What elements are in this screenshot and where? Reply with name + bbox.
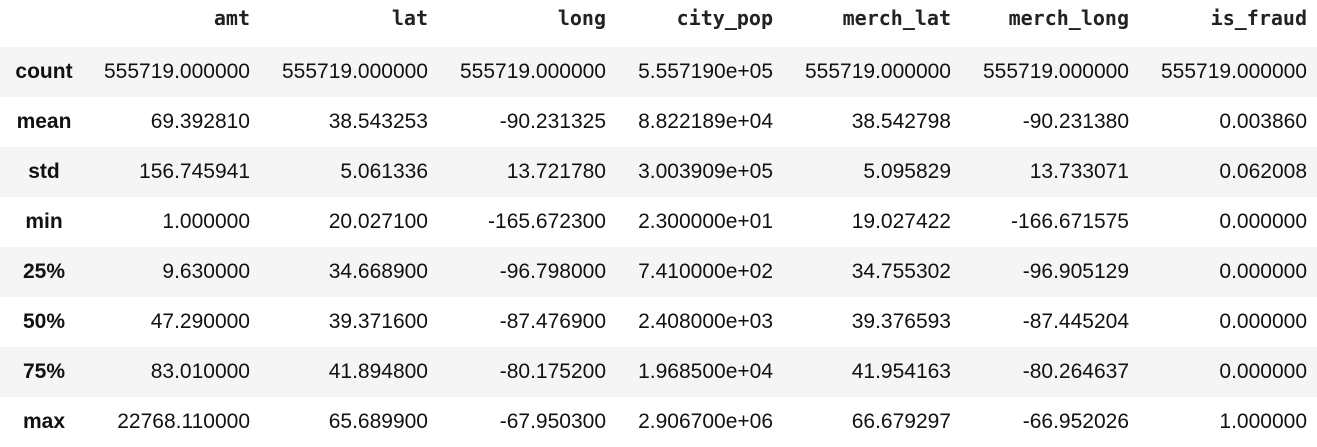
table-row: min 1.000000 20.027100 -165.672300 2.300000e… (0, 197, 1317, 247)
row-label: 75% (22, 360, 66, 383)
cell-long: -80.175200 (499, 360, 606, 383)
cell-amt: 22768.110000 (117, 410, 250, 433)
cell-merch-lat: 39.376593 (851, 310, 951, 333)
cell-long: 13.721780 (506, 160, 606, 183)
column-header-merch-lat: merch_lat (842, 6, 951, 30)
cell-city-pop: 3.003909e+05 (638, 160, 773, 183)
cell-long: -87.476900 (499, 310, 606, 333)
cell-is-fraud: 0.000000 (1219, 260, 1307, 283)
table-row: 25% 9.630000 34.668900 -96.798000 7.410000e+… (0, 247, 1317, 297)
cell-merch-lat: 34.755302 (851, 260, 951, 283)
row-label: min (25, 210, 63, 233)
cell-amt: 9.630000 (162, 260, 250, 283)
table-row: 50% 47.290000 39.371600 -87.476900 2.408000e… (0, 297, 1317, 347)
cell-is-fraud: 555719.000000 (1161, 60, 1307, 83)
cell-is-fraud: 0.062008 (1219, 160, 1307, 183)
index-header (0, 0, 84, 47)
cell-city-pop: 2.906700e+06 (638, 410, 773, 433)
row-label: mean (16, 110, 72, 133)
cell-lat: 20.027100 (328, 210, 428, 233)
table-row: std 156.745941 5.061336 13.721780 3.003909e+… (0, 147, 1317, 197)
cell-merch-lat: 41.954163 (851, 360, 951, 383)
row-label: std (28, 160, 60, 183)
cell-merch-lat: 38.542798 (851, 110, 951, 133)
row-label: max (22, 410, 66, 433)
column-header-amt: amt (213, 6, 250, 30)
cell-merch-lat: 5.095829 (863, 160, 951, 183)
cell-amt: 69.392810 (150, 110, 250, 133)
cell-city-pop: 2.300000e+01 (638, 210, 773, 233)
cell-is-fraud: 0.000000 (1219, 360, 1307, 383)
cell-merch-lat: 555719.000000 (805, 60, 951, 83)
cell-long: -96.798000 (499, 260, 606, 283)
cell-lat: 5.061336 (340, 160, 428, 183)
cell-merch-long: -90.231380 (1022, 110, 1129, 133)
header-row: amt lat long city_pop merch_lat merch_lo… (0, 0, 1317, 47)
cell-merch-long: 13.733071 (1029, 160, 1129, 183)
cell-lat: 41.894800 (328, 360, 428, 383)
cell-city-pop: 7.410000e+02 (638, 260, 773, 283)
column-header-merch-long: merch_long (1008, 6, 1129, 30)
cell-amt: 1.000000 (162, 210, 250, 233)
cell-city-pop: 5.557190e+05 (638, 60, 773, 83)
cell-long: -90.231325 (499, 110, 606, 133)
column-header-is-fraud: is_fraud (1210, 6, 1307, 30)
cell-long: -165.672300 (488, 210, 606, 233)
column-header-long: long (557, 6, 606, 30)
column-header-lat: lat (391, 6, 428, 30)
cell-lat: 39.371600 (328, 310, 428, 333)
cell-city-pop: 2.408000e+03 (638, 310, 773, 333)
cell-lat: 65.689900 (328, 410, 428, 433)
table-row: mean 69.392810 38.543253 -90.231325 8.822189… (0, 97, 1317, 147)
cell-merch-long: -166.671575 (1011, 210, 1129, 233)
column-header-city-pop: city_pop (676, 6, 773, 30)
cell-merch-long: 555719.000000 (983, 60, 1129, 83)
cell-merch-long: -80.264637 (1022, 360, 1129, 383)
cell-merch-long: -96.905129 (1022, 260, 1129, 283)
cell-amt: 156.745941 (139, 160, 250, 183)
cell-is-fraud: 0.000000 (1219, 210, 1307, 233)
cell-amt: 47.290000 (150, 310, 250, 333)
cell-is-fraud: 0.000000 (1219, 310, 1307, 333)
cell-lat: 34.668900 (328, 260, 428, 283)
cell-city-pop: 1.968500e+04 (638, 360, 773, 383)
cell-merch-long: -66.952026 (1022, 410, 1129, 433)
table-row: count 555719.000000 555719.000000 555719.00… (0, 47, 1317, 97)
cell-merch-long: -87.445204 (1022, 310, 1129, 333)
cell-long: -67.950300 (499, 410, 606, 433)
row-label: count (15, 60, 73, 83)
cell-long: 555719.000000 (460, 60, 606, 83)
cell-lat: 555719.000000 (282, 60, 428, 83)
cell-is-fraud: 1.000000 (1219, 410, 1307, 433)
row-label: 50% (22, 310, 66, 333)
cell-merch-lat: 19.027422 (851, 210, 951, 233)
table-row: 75% 83.010000 41.894800 -80.175200 1.968500e… (0, 347, 1317, 397)
row-label: 25% (22, 260, 66, 283)
cell-city-pop: 8.822189e+04 (638, 110, 773, 133)
cell-amt: 83.010000 (150, 360, 250, 383)
cell-amt: 555719.000000 (104, 60, 250, 83)
cell-is-fraud: 0.003860 (1219, 110, 1307, 133)
table-row: max 22768.110000 65.689900 -67.950300 2.9067… (0, 397, 1317, 447)
cell-lat: 38.543253 (328, 110, 428, 133)
cell-merch-lat: 66.679297 (851, 410, 951, 433)
